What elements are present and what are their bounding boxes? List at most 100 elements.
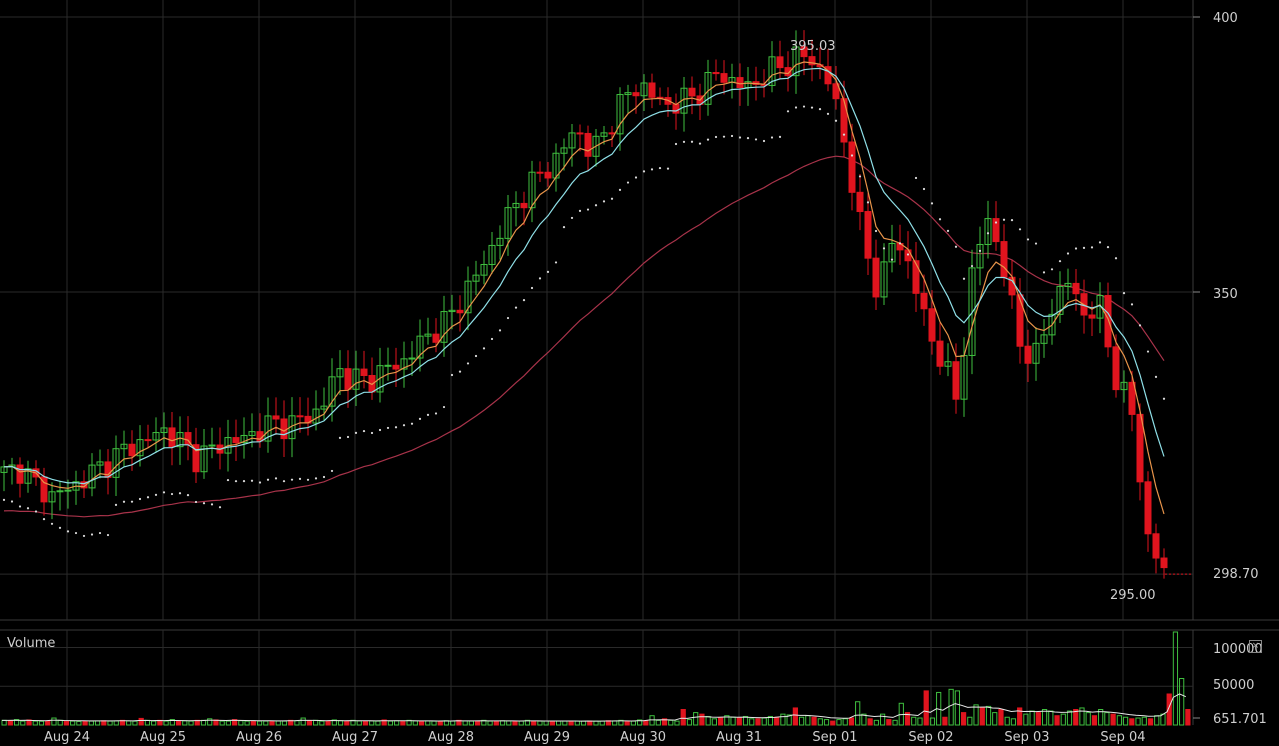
volume-bar xyxy=(618,719,624,726)
candle xyxy=(16,457,24,498)
candle-body xyxy=(952,361,960,400)
volume-bar xyxy=(132,720,138,726)
candle-body xyxy=(968,267,976,356)
candle-body xyxy=(1160,557,1168,569)
candle xyxy=(1152,523,1160,574)
psar-dot xyxy=(410,422,414,425)
psar-dot xyxy=(314,477,318,480)
psar-dot xyxy=(1162,397,1166,400)
psar-dot xyxy=(514,306,518,309)
volume-bar xyxy=(294,720,300,726)
volume-bar xyxy=(549,720,556,726)
psar-dot xyxy=(394,426,398,429)
volume-bar xyxy=(1179,678,1185,726)
volume-bar xyxy=(1147,718,1154,726)
candle-body xyxy=(872,257,880,298)
candle-body xyxy=(672,103,680,114)
volume-bar xyxy=(711,718,717,726)
candle xyxy=(936,322,944,375)
psar-dot xyxy=(1106,246,1110,249)
volume-bar xyxy=(624,720,630,726)
volume-bar xyxy=(836,719,842,726)
candle-body xyxy=(1088,314,1096,319)
volume-bar xyxy=(51,717,57,726)
candle-body xyxy=(136,439,144,457)
psar-dot xyxy=(994,221,998,224)
candle xyxy=(456,295,464,332)
candle xyxy=(104,449,112,495)
candle-body xyxy=(328,376,336,407)
psar-dot xyxy=(98,531,102,535)
psar-dot xyxy=(458,370,462,373)
psar-dot xyxy=(866,201,870,204)
psar-dot xyxy=(538,277,542,280)
volume-bar xyxy=(32,720,38,726)
low-annotation: 295.00 xyxy=(1110,588,1156,603)
volume-bar xyxy=(518,720,524,726)
candle-body xyxy=(544,171,552,179)
candle xyxy=(160,412,168,450)
candle-body xyxy=(632,92,640,97)
volume-bar xyxy=(1041,709,1048,726)
volume-bar xyxy=(269,720,275,726)
psar-dot xyxy=(570,216,574,220)
volume-bar xyxy=(929,717,936,726)
psar-dot xyxy=(618,188,622,191)
volume-bar xyxy=(182,720,188,726)
volume-bar xyxy=(661,718,668,726)
volume-tick-50000: 50000 xyxy=(1213,678,1254,693)
volume-bar xyxy=(493,720,499,726)
candle xyxy=(712,59,720,81)
candle-body xyxy=(1040,334,1048,344)
candle xyxy=(144,424,152,448)
psar-dot xyxy=(1130,303,1134,306)
candle-body xyxy=(1032,342,1040,364)
candle-body xyxy=(928,308,936,342)
psar-dot xyxy=(450,373,454,377)
volume-bar xyxy=(487,720,493,726)
volume-bar xyxy=(593,720,599,726)
psar-dot xyxy=(10,500,14,503)
volume-bar xyxy=(668,719,674,726)
candle xyxy=(848,123,856,211)
candle xyxy=(152,417,160,453)
candle-body xyxy=(800,46,808,58)
candle xyxy=(632,84,640,114)
volume-bar xyxy=(1023,713,1029,726)
candle-body xyxy=(712,72,720,75)
candle-body xyxy=(64,489,72,492)
psar-dot xyxy=(754,138,758,141)
candle-body xyxy=(1016,294,1024,347)
candle xyxy=(64,479,72,509)
candle-body xyxy=(984,218,992,245)
candle-body xyxy=(848,141,856,193)
volume-bar xyxy=(911,716,917,726)
psar-dot xyxy=(426,413,430,416)
volume-bar xyxy=(524,719,531,726)
volume-bar xyxy=(113,720,119,726)
psar-dot xyxy=(298,477,302,480)
volume-bar xyxy=(680,709,686,726)
psar-dot xyxy=(946,229,950,233)
volume-bar xyxy=(867,718,873,726)
candle xyxy=(544,161,552,187)
volume-bar xyxy=(275,720,281,726)
psar-dot xyxy=(402,424,406,427)
candle xyxy=(328,358,336,422)
candle-body xyxy=(336,368,344,378)
psar-dot xyxy=(858,175,862,178)
candle xyxy=(568,124,576,167)
close-icon[interactable]: × xyxy=(1249,640,1262,653)
volume-bar xyxy=(337,720,344,726)
psar-dot xyxy=(626,181,630,184)
volume-bar xyxy=(394,720,400,726)
candle xyxy=(880,243,888,305)
candle-body xyxy=(400,358,408,370)
candle xyxy=(504,194,512,256)
volume-bar xyxy=(693,712,699,726)
candle xyxy=(768,41,776,93)
candle-body xyxy=(616,94,624,135)
candle xyxy=(8,457,16,485)
x-tick-label: Sep 04 xyxy=(1100,730,1145,745)
